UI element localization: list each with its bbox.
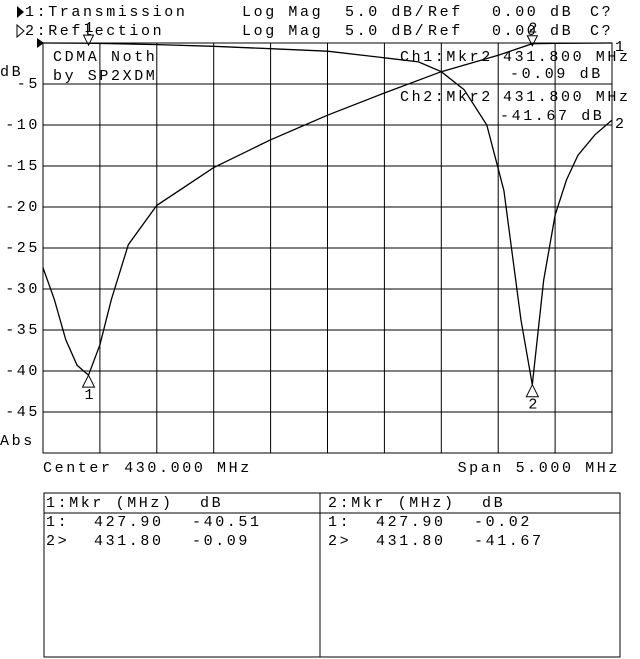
readout-label: Ch2:Mkr2: [400, 89, 493, 106]
y-tick-label: -5: [17, 76, 40, 93]
trace-end-label: 1: [615, 39, 627, 56]
trace: [42, 42, 613, 385]
table-unit: dB: [200, 495, 223, 512]
marker-label: 1: [85, 20, 97, 37]
header-ref-label: Ref: [428, 23, 463, 40]
header-ref: 0.00 dB: [492, 4, 573, 21]
note: by SP2XDM: [53, 68, 157, 85]
table-cell: 1:: [328, 514, 351, 531]
header-cal: C?: [590, 23, 613, 40]
marker-label: 2: [528, 397, 540, 414]
y-tick-label: -25: [5, 240, 40, 257]
header-cal: C?: [590, 4, 613, 21]
table-cell: 427.90: [376, 514, 446, 531]
y-tick-label: -40: [5, 363, 40, 380]
marker: [525, 383, 540, 398]
table-cell: 431.80: [376, 533, 446, 550]
header-ref: 0.00 dB: [492, 23, 573, 40]
marker-label: 2: [528, 21, 540, 38]
readout-value: -0.09 dB: [510, 66, 603, 83]
header-name: 2:Reflection: [25, 23, 164, 40]
table-cell: 427.90: [94, 514, 164, 531]
y-tick-label: -30: [5, 281, 40, 298]
marker: [81, 374, 96, 388]
readout-label: Ch1:Mkr2: [400, 49, 493, 66]
span: Span 5.000 MHz: [458, 460, 620, 477]
header-scale: 5.0 dB/: [345, 23, 426, 40]
table-cell: 2>: [328, 533, 351, 550]
header-scale: 5.0 dB/: [345, 4, 426, 21]
table-cell: -0.09: [192, 533, 250, 550]
marker-label: 1: [85, 387, 97, 404]
marker: [82, 34, 95, 47]
table-unit: dB: [482, 495, 505, 512]
y-tick-label: -35: [5, 322, 40, 339]
table-cell: -41.67: [474, 533, 544, 550]
note: CDMA Noth: [53, 49, 157, 66]
header-format: Log Mag: [242, 4, 323, 21]
readout-value: -41.67 dB: [500, 108, 604, 125]
y-unit: dB: [0, 64, 23, 81]
table-frame: [43, 492, 621, 658]
channel-arrow: [16, 23, 25, 39]
y-tick-label: -10: [5, 117, 40, 134]
y-mode: Abs: [0, 433, 35, 450]
table-header: 1:Mkr (MHz): [46, 495, 174, 512]
active-channel-arrow: [17, 6, 24, 18]
ref-arrow: [37, 38, 44, 48]
table-cell: 431.80: [94, 533, 164, 550]
header-format: Log Mag: [242, 23, 323, 40]
y-tick-label: -45: [5, 404, 40, 421]
header-name: 1:Transmission: [25, 4, 187, 21]
table-cell: 2>: [46, 533, 69, 550]
trace: [42, 42, 613, 377]
y-tick-label: -15: [5, 158, 40, 175]
y-tick-label: -20: [5, 199, 40, 216]
header-ref-label: Ref: [428, 4, 463, 21]
table-cell: -0.02: [474, 514, 532, 531]
marker: [526, 35, 539, 47]
readout-freq: 431.800 MHz: [503, 49, 631, 66]
trace-end-label: 2: [615, 116, 627, 133]
table-cell: -40.51: [192, 514, 262, 531]
table-header: 2:Mkr (MHz): [328, 495, 456, 512]
center-freq: Center 430.000 MHz: [43, 460, 252, 477]
readout-freq: 431.800 MHz: [503, 89, 631, 106]
table-cell: 1:: [46, 514, 69, 531]
